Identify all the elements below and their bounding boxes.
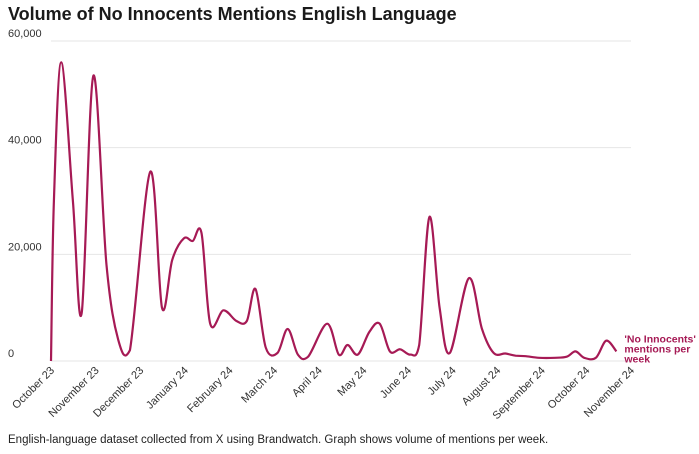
- x-tick-label: January 24: [144, 365, 191, 412]
- x-tick-label: August 24: [460, 365, 504, 409]
- y-tick-label: 20,000: [8, 241, 42, 253]
- x-tick-label: February 24: [185, 365, 235, 415]
- y-axis-tick-labels: 0 20,000 40,000 60,000: [8, 28, 42, 360]
- x-tick-label: April 24: [290, 365, 325, 400]
- x-tick-label: May 24: [335, 365, 369, 399]
- x-tick-label: October 24: [546, 365, 593, 412]
- series-labels: 'No Innocents' mentions per week: [623, 333, 696, 365]
- x-tick-label: June 24: [378, 365, 414, 401]
- series-lines: [49, 61, 618, 362]
- gridlines: [51, 40, 631, 362]
- y-tick-label: 60,000: [8, 28, 42, 40]
- series-label: 'No Innocents' mentions per week: [623, 333, 696, 365]
- y-tick-label: 40,000: [8, 135, 42, 147]
- chart-caption: English-language dataset collected from …: [8, 434, 549, 446]
- x-tick-label: October 23: [10, 365, 57, 412]
- series-line: [49, 61, 618, 362]
- x-tick-label: July 24: [426, 365, 459, 398]
- y-tick-label: 0: [8, 348, 14, 360]
- x-tick-label: March 24: [239, 365, 280, 406]
- chart-title: Volume of No Innocents Mentions English …: [8, 4, 457, 24]
